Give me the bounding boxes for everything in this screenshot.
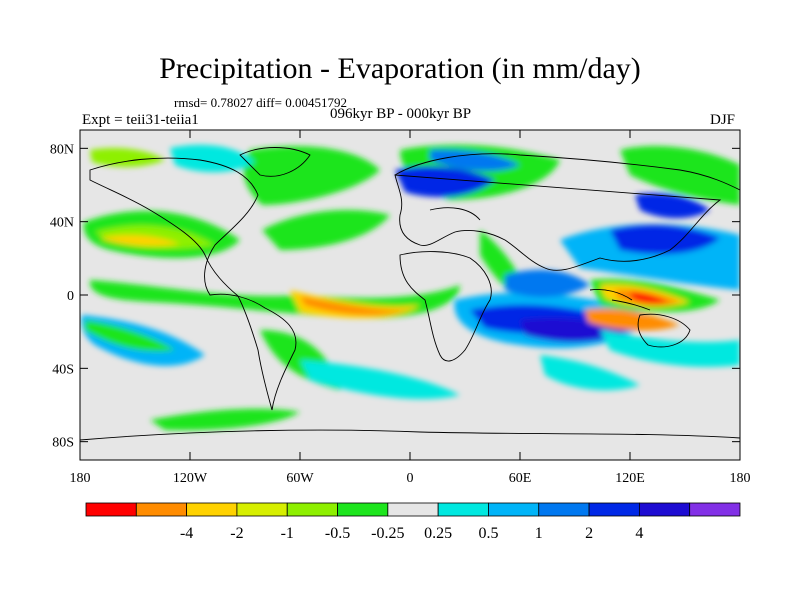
colorbar-label: -4 <box>180 525 193 542</box>
lon-tick-label: 60E <box>509 471 532 486</box>
colorbar-swatch <box>538 502 590 517</box>
colorbar-label: 0.5 <box>478 525 498 542</box>
period-label: 096kyr BP - 000kyr BP <box>330 106 472 122</box>
colorbar: -4 -2 -1 -0.5 -0.25 0.25 0.5 1 2 4 <box>85 502 741 542</box>
colorbar-label: 4 <box>635 525 643 542</box>
lon-tick-label: 120E <box>615 471 645 486</box>
plot-title: Precipitation - Evaporation (in mm/day) <box>159 52 641 85</box>
map-plot-area: 80N 40N 0 40S 80S 180 120W 60W 0 60E 120E 180 <box>50 129 751 486</box>
colorbar-swatch <box>135 502 188 517</box>
colorbar-label: -2 <box>230 525 243 542</box>
colorbar-label: 1 <box>535 525 543 542</box>
colorbar-swatch <box>689 502 741 517</box>
colorbar-swatch <box>286 502 338 517</box>
colorbar-label: -1 <box>281 525 294 542</box>
stats-label: rmsd= 0.78027 diff= 0.00451792 <box>174 95 347 110</box>
lat-tick-label: 80N <box>50 142 74 157</box>
colorbar-label: -0.25 <box>371 525 404 542</box>
lon-tick-label: 120W <box>173 471 208 486</box>
season-label: DJF <box>710 112 736 128</box>
latitude-axis: 80N 40N 0 40S 80S <box>50 142 740 451</box>
colorbar-swatch <box>437 502 489 517</box>
lat-tick-label: 80S <box>52 436 74 451</box>
anomaly-field <box>80 144 740 441</box>
coastlines <box>80 147 740 441</box>
lat-tick-label: 0 <box>67 289 74 304</box>
colorbar-label: 2 <box>585 525 593 542</box>
lon-tick-label: 60W <box>286 471 314 486</box>
colorbar-swatch <box>588 502 640 517</box>
experiment-label: Expt = teii31-teiia1 <box>82 112 199 128</box>
lon-tick-label: 0 <box>407 471 414 486</box>
colorbar-swatch <box>337 502 389 517</box>
longitude-axis: 180 120W 60W 0 60E 120E 180 <box>70 130 751 486</box>
colorbar-swatch <box>638 502 691 517</box>
colorbar-label: -0.5 <box>325 525 350 542</box>
colorbar-label: 0.25 <box>424 525 452 542</box>
lat-tick-label: 40N <box>50 216 74 231</box>
colorbar-swatch <box>488 502 540 517</box>
lon-tick-label: 180 <box>70 471 91 486</box>
colorbar-swatch <box>186 502 238 517</box>
lat-tick-label: 40S <box>52 362 74 377</box>
colorbar-swatch <box>85 502 137 517</box>
colorbar-swatch <box>236 502 288 517</box>
lon-tick-label: 180 <box>730 471 751 486</box>
colorbar-swatch <box>387 502 439 517</box>
